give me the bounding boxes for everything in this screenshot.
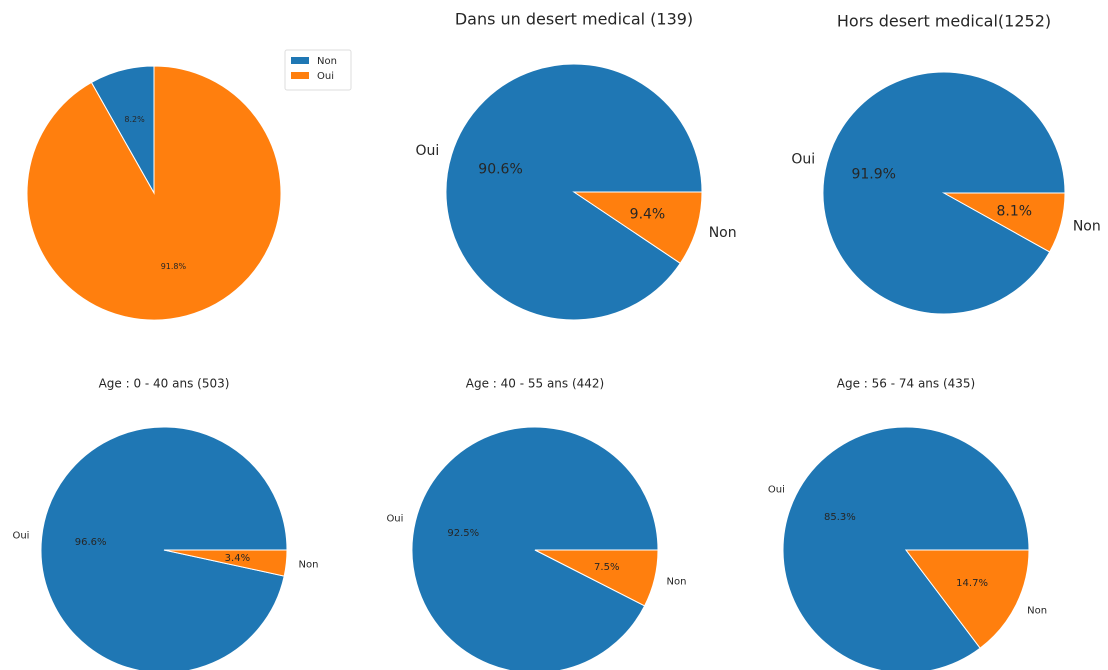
pie-wedge bbox=[40, 426, 288, 670]
category-label: Oui bbox=[768, 485, 785, 496]
pie-wedge bbox=[942, 192, 1066, 253]
pct-label: 14.7% bbox=[956, 578, 988, 589]
pie-chart: Age : 56 - 74 ans (435) 85.3% Oui 14.7% Non bbox=[768, 377, 1047, 670]
legend: Non Oui bbox=[284, 49, 352, 91]
pct-label: 91.9% bbox=[851, 167, 895, 183]
category-label: Oui bbox=[791, 151, 815, 167]
pie-wedge bbox=[26, 65, 282, 321]
legend-label: Non bbox=[317, 56, 337, 67]
pct-label: 90.6% bbox=[478, 162, 522, 178]
pie-chart: Age : 40 - 55 ans (442) 92.5% Oui 7.5% Non bbox=[386, 377, 686, 670]
pct-label: 8.2% bbox=[124, 115, 145, 124]
pct-label: 7.5% bbox=[594, 562, 619, 573]
pct-label: 92.5% bbox=[447, 528, 479, 539]
pct-label: 91.8% bbox=[161, 262, 187, 271]
pct-label: 9.4% bbox=[630, 206, 666, 222]
chart-title: Age : 40 - 55 ans (442) bbox=[466, 377, 605, 391]
category-label: Non bbox=[1027, 605, 1047, 616]
chart-title: Age : 56 - 74 ans (435) bbox=[837, 377, 976, 391]
category-label: Oui bbox=[415, 143, 439, 159]
chart-title: Age : 0 - 40 ans (503) bbox=[99, 377, 230, 391]
legend-swatch bbox=[291, 57, 309, 64]
chart-title: Dans un desert medical (139) bbox=[455, 10, 693, 29]
legend-swatch bbox=[291, 72, 309, 79]
pct-label: 96.6% bbox=[75, 537, 107, 548]
category-label: Non bbox=[299, 559, 319, 570]
pie-wedge bbox=[163, 549, 288, 577]
pct-label: 3.4% bbox=[225, 553, 250, 564]
category-label: Non bbox=[1073, 219, 1101, 235]
pie-chart: Dans un desert medical (139) 90.6% Oui 9.4%… bbox=[415, 10, 737, 321]
legend-label: Oui bbox=[317, 71, 334, 82]
pct-label: 8.1% bbox=[996, 203, 1032, 219]
pie-wedge bbox=[782, 426, 1030, 670]
pct-label: 85.3% bbox=[824, 512, 856, 523]
pie-wedge bbox=[534, 549, 659, 607]
category-label: Non bbox=[667, 577, 687, 588]
category-label: Oui bbox=[386, 513, 403, 524]
pie-chart: Hors desert medical(1252) 91.9% Oui 8.1% Non bbox=[791, 12, 1101, 315]
pie-wedge bbox=[572, 191, 703, 264]
pie-chart: Age : 0 - 40 ans (503) 96.6% Oui 3.4% Non bbox=[12, 377, 318, 670]
chart-title: Hors desert medical(1252) bbox=[837, 12, 1051, 31]
pie-wedge bbox=[904, 549, 1030, 649]
pie-chart: 8.2% 91.8% Non Oui bbox=[26, 49, 352, 321]
category-label: Non bbox=[709, 225, 737, 241]
pie-wedge bbox=[411, 426, 659, 670]
category-label: Oui bbox=[12, 531, 29, 542]
